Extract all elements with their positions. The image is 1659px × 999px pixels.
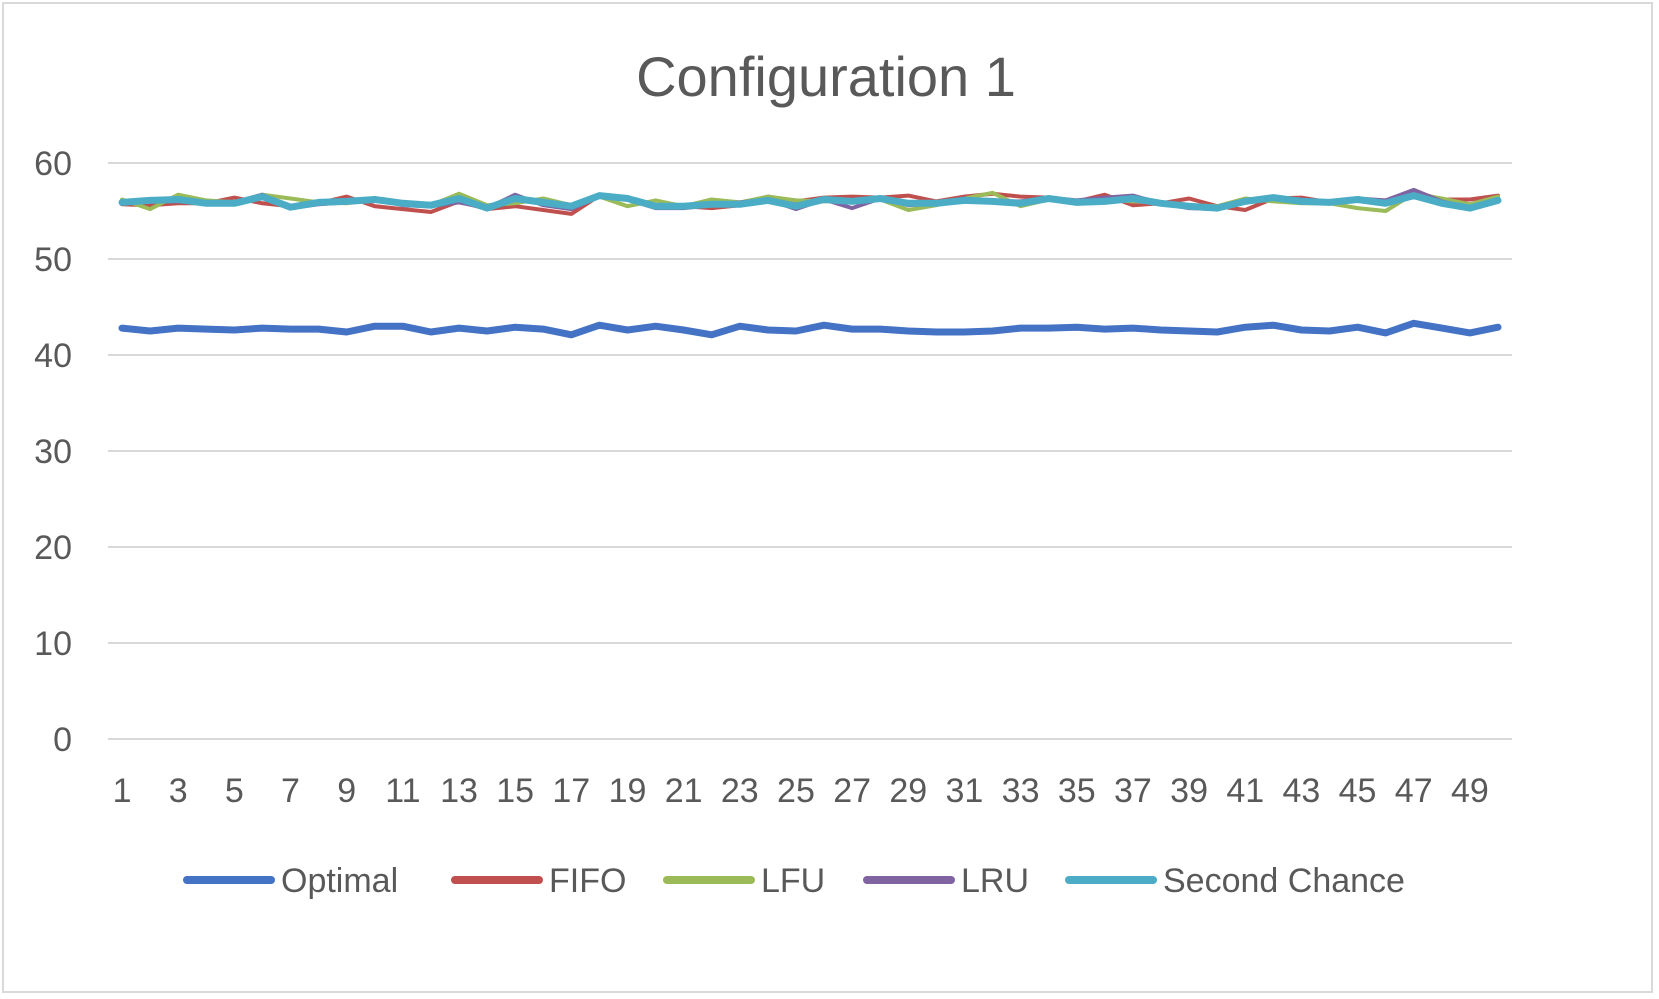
y-tick-label: 0 bbox=[53, 721, 72, 759]
x-tick-label: 15 bbox=[496, 772, 534, 810]
y-tick-label: 20 bbox=[34, 529, 72, 567]
x-tick-label: 39 bbox=[1170, 772, 1208, 810]
x-tick-label: 27 bbox=[833, 772, 871, 810]
x-axis-ticks: 1 3 5 7 9 11 13 15 17 19 21 23 25 27 29 31 33 35 37 39 41 43 4… bbox=[113, 772, 1489, 810]
x-tick-label: 9 bbox=[337, 772, 356, 810]
legend-label: LFU bbox=[761, 862, 825, 900]
x-tick-label: 35 bbox=[1058, 772, 1096, 810]
x-tick-label: 25 bbox=[777, 772, 815, 810]
x-tick-label: 33 bbox=[1002, 772, 1040, 810]
x-tick-label: 31 bbox=[946, 772, 984, 810]
x-tick-label: 29 bbox=[889, 772, 927, 810]
x-tick-label: 1 bbox=[113, 772, 132, 810]
x-tick-label: 47 bbox=[1395, 772, 1433, 810]
x-tick-label: 21 bbox=[665, 772, 703, 810]
x-tick-label: 37 bbox=[1114, 772, 1152, 810]
legend-label: LRU bbox=[961, 862, 1029, 900]
x-tick-label: 5 bbox=[225, 772, 244, 810]
x-tick-label: 3 bbox=[169, 772, 188, 810]
x-tick-label: 23 bbox=[721, 772, 759, 810]
chart-title: Configuration 1 bbox=[636, 45, 1016, 108]
x-tick-label: 19 bbox=[609, 772, 647, 810]
y-axis-ticks: 0 10 20 30 40 50 60 bbox=[34, 145, 72, 759]
legend-label: FIFO bbox=[549, 862, 626, 900]
series-line-second-chance bbox=[118, 192, 1502, 212]
series-lines bbox=[118, 187, 1502, 339]
x-tick-label: 17 bbox=[552, 772, 590, 810]
y-tick-label: 50 bbox=[34, 241, 72, 279]
legend-label: Optimal bbox=[281, 862, 398, 900]
x-tick-label: 7 bbox=[281, 772, 300, 810]
x-tick-label: 41 bbox=[1226, 772, 1264, 810]
x-tick-label: 13 bbox=[440, 772, 478, 810]
x-tick-label: 49 bbox=[1451, 772, 1489, 810]
y-tick-label: 60 bbox=[34, 145, 72, 183]
series-line-optimal bbox=[118, 319, 1502, 339]
x-tick-label: 43 bbox=[1282, 772, 1320, 810]
gridlines bbox=[108, 162, 1512, 740]
x-tick-label: 11 bbox=[385, 772, 420, 810]
x-tick-label: 45 bbox=[1339, 772, 1377, 810]
y-tick-label: 40 bbox=[34, 337, 72, 375]
legend-label: Second Chance bbox=[1163, 862, 1405, 900]
y-tick-label: 10 bbox=[34, 625, 72, 663]
legend: Optimal FIFO LFU LRU Second Chance bbox=[183, 862, 1405, 900]
y-tick-label: 30 bbox=[34, 433, 72, 471]
